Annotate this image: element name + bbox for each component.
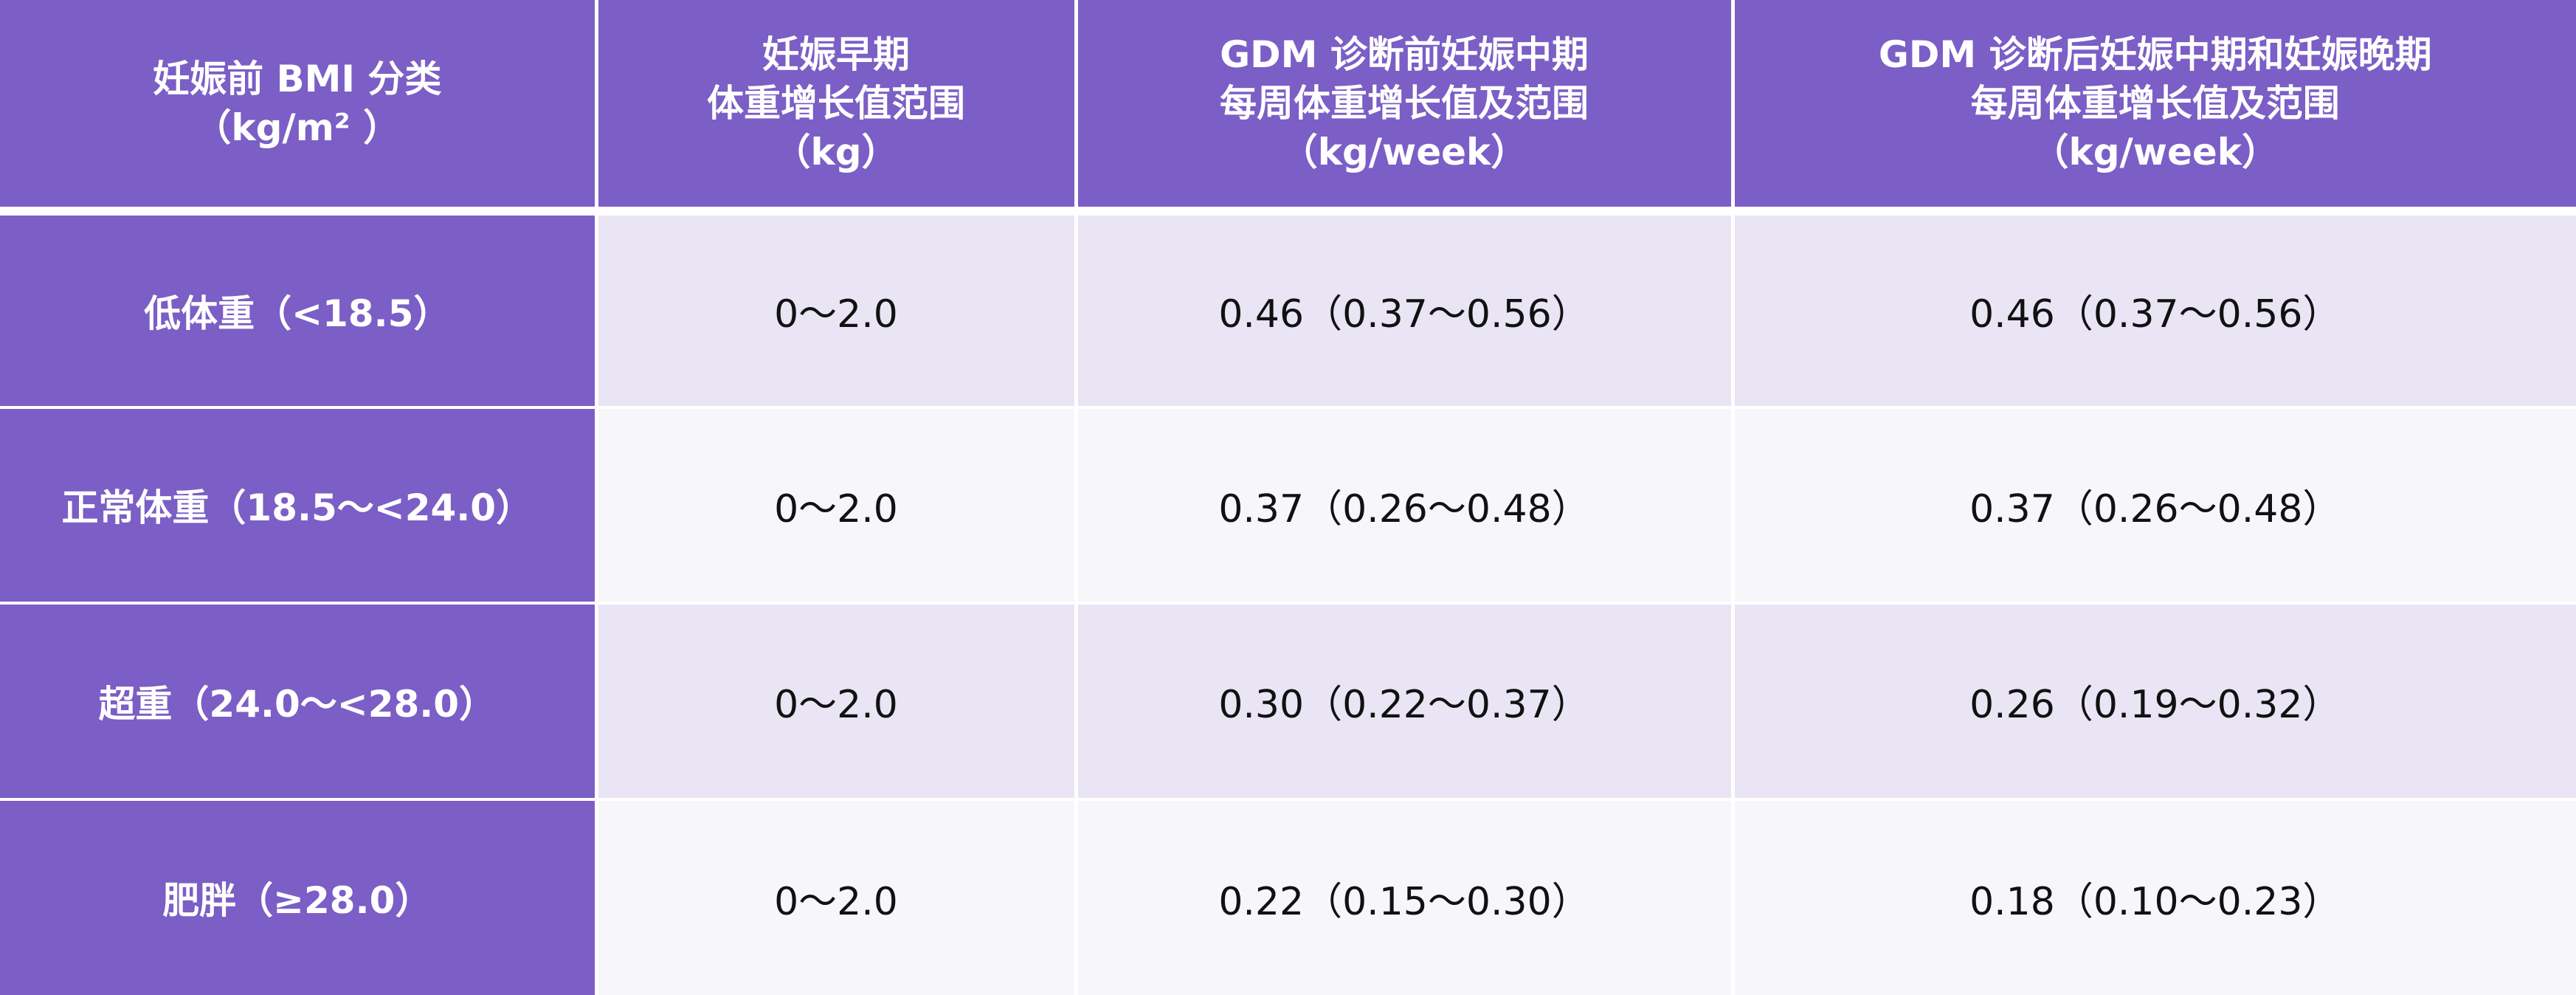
cell-pre-gdm: 0.22（0.15～0.30） xyxy=(1076,797,1735,995)
table-header: 妊娠前 BMI 分类 （kg/m² ） 妊娠早期 体重增长值范围 （kg） GD… xyxy=(0,0,2576,211)
header-bmi-category: 妊娠前 BMI 分类 （kg/m² ） xyxy=(0,0,598,211)
header-line: （kg/week） xyxy=(1280,131,1528,173)
header-line: 妊娠前 BMI 分类 xyxy=(153,58,442,100)
table-row: 低体重（<18.5） 0～2.0 0.46（0.37～0.56） 0.46（0.… xyxy=(0,210,2576,407)
cell-post-gdm: 0.37（0.26～0.48） xyxy=(1733,405,2576,603)
header-line: 每周体重增长值及范围 xyxy=(1970,82,2340,125)
header-line: （kg/m² ） xyxy=(194,106,401,149)
header-line: GDM 诊断后妊娠中期和妊娠晚期 xyxy=(1878,33,2432,76)
header-line: （kg/week） xyxy=(2031,131,2279,173)
header-post-gdm: GDM 诊断后妊娠中期和妊娠晚期 每周体重增长值及范围 （kg/week） xyxy=(1733,0,2576,211)
header-line: 每周体重增长值及范围 xyxy=(1220,82,1589,125)
header-line: （kg） xyxy=(773,131,899,173)
header-pre-gdm: GDM 诊断前妊娠中期 每周体重增长值及范围 （kg/week） xyxy=(1076,0,1735,211)
cell-pre-gdm: 0.46（0.37～0.56） xyxy=(1076,210,1735,407)
header-line: 体重增长值范围 xyxy=(707,82,965,125)
header-early-pregnancy: 妊娠早期 体重增长值范围 （kg） xyxy=(596,0,1078,211)
cell-post-gdm: 0.18（0.10～0.23） xyxy=(1733,797,2576,995)
row-category: 超重（24.0～<28.0） xyxy=(0,602,598,799)
header-line: GDM 诊断前妊娠中期 xyxy=(1220,33,1589,76)
row-category: 低体重（<18.5） xyxy=(0,210,598,407)
cell-early: 0～2.0 xyxy=(596,405,1078,603)
row-category: 正常体重（18.5～<24.0） xyxy=(0,405,598,603)
table-row: 超重（24.0～<28.0） 0～2.0 0.30（0.22～0.37） 0.2… xyxy=(0,602,2576,799)
table-body: 低体重（<18.5） 0～2.0 0.46（0.37～0.56） 0.46（0.… xyxy=(0,210,2576,995)
row-category: 肥胖（≥28.0） xyxy=(0,797,598,995)
cell-early: 0～2.0 xyxy=(596,602,1078,799)
table-row: 肥胖（≥28.0） 0～2.0 0.22（0.15～0.30） 0.18（0.1… xyxy=(0,797,2576,995)
table-row: 正常体重（18.5～<24.0） 0～2.0 0.37（0.26～0.48） 0… xyxy=(0,405,2576,603)
header-line: 妊娠早期 xyxy=(762,33,910,76)
cell-post-gdm: 0.46（0.37～0.56） xyxy=(1733,210,2576,407)
header-row: 妊娠前 BMI 分类 （kg/m² ） 妊娠早期 体重增长值范围 （kg） GD… xyxy=(0,0,2576,211)
cell-pre-gdm: 0.30（0.22～0.37） xyxy=(1076,602,1735,799)
cell-pre-gdm: 0.37（0.26～0.48） xyxy=(1076,405,1735,603)
cell-early: 0～2.0 xyxy=(596,210,1078,407)
cell-post-gdm: 0.26（0.19～0.32） xyxy=(1733,602,2576,799)
cell-early: 0～2.0 xyxy=(596,797,1078,995)
